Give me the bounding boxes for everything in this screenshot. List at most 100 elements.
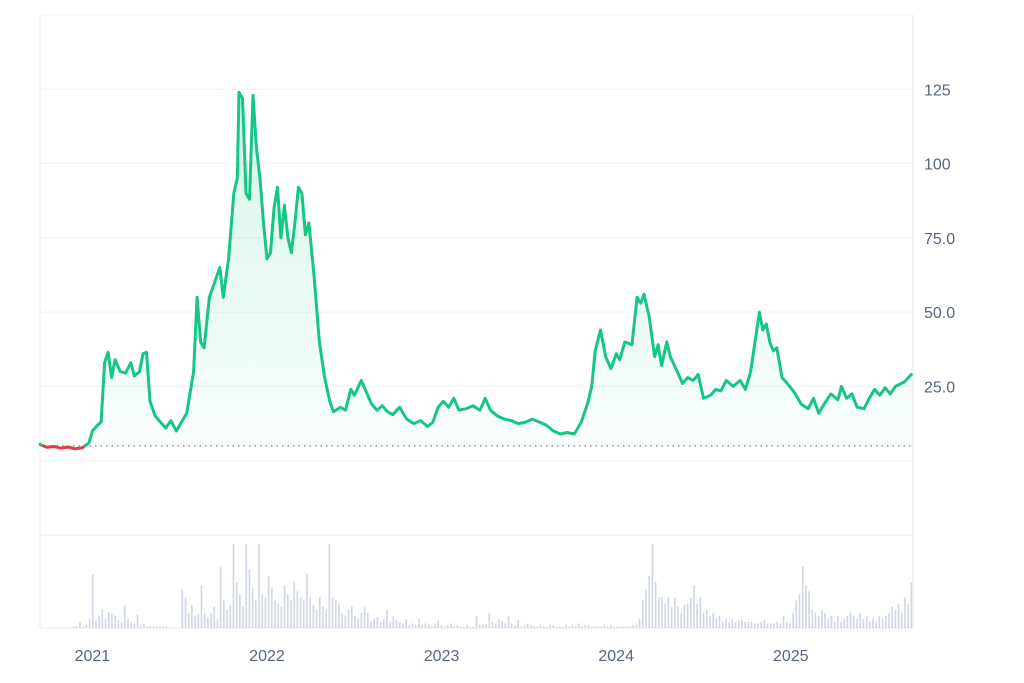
volume-bar xyxy=(485,624,487,628)
volume-bar xyxy=(194,615,196,628)
volume-bar xyxy=(127,618,129,628)
volume-bar xyxy=(223,600,225,628)
volume-bar xyxy=(101,609,104,628)
volume-bar xyxy=(549,624,551,628)
volume-bar xyxy=(760,621,762,628)
volume-bar xyxy=(72,626,75,628)
volume-bar xyxy=(562,626,564,628)
volume-bar xyxy=(907,603,910,628)
volume-bar xyxy=(123,605,126,628)
volume-bar xyxy=(827,618,830,628)
volume-bar xyxy=(533,626,535,628)
y-tick-label: 50.0 xyxy=(924,305,955,322)
volume-bar xyxy=(88,618,91,628)
volume-bar xyxy=(414,624,417,628)
volume-bar xyxy=(312,605,315,628)
volume-bar xyxy=(610,624,612,628)
volume-bar xyxy=(354,615,356,628)
volume-bar xyxy=(501,620,503,628)
volume-bar xyxy=(159,626,161,628)
volume-bar xyxy=(264,597,267,628)
volume-bar xyxy=(242,606,244,628)
volume-bar xyxy=(526,623,529,628)
volume-bar xyxy=(670,606,673,628)
volume-bar xyxy=(782,615,785,628)
volume-bar xyxy=(654,582,657,628)
volume-bar xyxy=(271,588,273,628)
volume-bar xyxy=(165,626,168,628)
volume-bar xyxy=(677,606,679,628)
volume-bar xyxy=(437,620,439,628)
volume-bar xyxy=(539,624,542,628)
volume-bar xyxy=(440,624,443,628)
volume-bar xyxy=(597,626,599,628)
volume-bar xyxy=(450,623,452,628)
x-tick-label: 2021 xyxy=(75,648,111,665)
volume-bar xyxy=(894,609,897,628)
volume-bar xyxy=(872,618,874,628)
volume-bar xyxy=(712,612,714,628)
volume-bar xyxy=(245,544,248,628)
volume-bar xyxy=(379,621,382,628)
volume-bar xyxy=(689,597,692,628)
volume-bar xyxy=(878,615,881,628)
volume-bar xyxy=(360,612,363,628)
volume-bar xyxy=(721,621,724,628)
volume-bar xyxy=(542,626,545,628)
volume-bar xyxy=(753,623,756,628)
volume-bar xyxy=(475,615,478,628)
chart-frame xyxy=(39,14,914,629)
volume-bar xyxy=(507,615,510,628)
volume-bar xyxy=(210,612,212,628)
volume-bar xyxy=(763,620,766,628)
volume-bar xyxy=(376,617,379,628)
y-tick-label: 75.0 xyxy=(924,231,955,248)
volume-bar xyxy=(290,600,292,628)
volume-bar xyxy=(667,597,670,628)
volume-bar xyxy=(398,621,401,628)
volume-bar xyxy=(303,600,305,628)
volume-bar xyxy=(795,600,798,628)
volume-bar xyxy=(319,597,321,628)
volume-bar xyxy=(248,569,251,628)
volume-bar xyxy=(737,620,740,628)
volume-bar xyxy=(98,615,100,628)
volume-bar xyxy=(104,618,107,628)
volume-bar xyxy=(853,615,855,628)
volume-bar xyxy=(578,623,580,628)
volume-bar xyxy=(392,615,395,628)
volume-bar xyxy=(411,623,414,628)
volume-bar xyxy=(801,566,804,628)
volume-bar xyxy=(139,624,142,628)
volume-bar xyxy=(331,597,334,628)
volume-bar xyxy=(338,603,340,628)
price-line-down-segment xyxy=(42,444,87,451)
volume-bar xyxy=(536,626,539,628)
volume-bar xyxy=(472,626,475,628)
volume-bar xyxy=(366,612,369,628)
x-tick-label: 2025 xyxy=(773,648,809,665)
volume-bar xyxy=(657,597,660,628)
volume-bar xyxy=(255,600,257,628)
volume-bar xyxy=(741,618,743,628)
y-tick-label: 100 xyxy=(924,157,951,174)
volume-bar xyxy=(482,624,484,628)
volume-bar xyxy=(805,585,807,628)
volume-bar xyxy=(267,576,270,628)
volume-bar xyxy=(389,621,391,628)
volume-bar xyxy=(200,585,203,628)
volume-bar xyxy=(702,612,705,628)
volume-bar xyxy=(79,621,81,628)
volume-bar xyxy=(283,585,286,628)
volume-bar xyxy=(258,544,260,628)
volume-bar xyxy=(625,626,628,628)
volume-bar xyxy=(408,624,411,628)
volume-bar xyxy=(91,574,94,628)
volume-bar xyxy=(616,626,619,628)
volume-bar xyxy=(466,624,468,628)
volume-bar xyxy=(638,618,641,628)
volume-bar xyxy=(299,597,302,628)
volume-bar xyxy=(699,597,702,628)
volume-bar xyxy=(846,615,849,628)
